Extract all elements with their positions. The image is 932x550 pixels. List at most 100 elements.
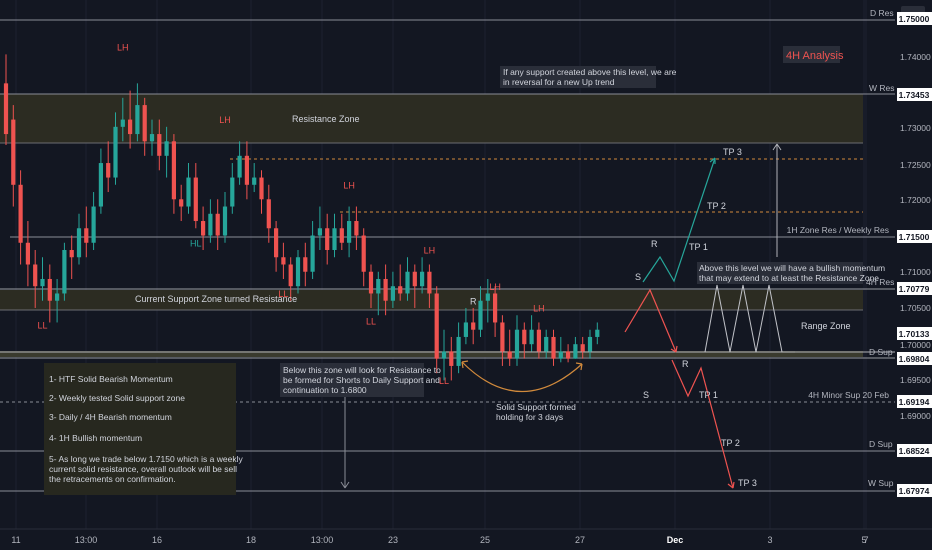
bull-tp1-label: TP 1: [689, 242, 708, 252]
candle-body[interactable]: [164, 141, 169, 156]
candle-body[interactable]: [405, 271, 410, 294]
candle-body[interactable]: [368, 271, 374, 294]
d-sup-2-price-tag: [897, 444, 932, 457]
candle-body[interactable]: [595, 329, 600, 337]
candle-body[interactable]: [478, 300, 483, 330]
candle-body[interactable]: [113, 126, 118, 178]
candle-body[interactable]: [252, 177, 257, 185]
d-sup-band: [0, 351, 863, 357]
candle-body[interactable]: [244, 155, 249, 185]
candle-body[interactable]: [11, 119, 16, 185]
structure-label-ll: LL: [37, 320, 47, 330]
candle-body[interactable]: [295, 257, 301, 287]
candle-body[interactable]: [536, 329, 541, 352]
candle-body[interactable]: [142, 105, 147, 142]
candle-body[interactable]: [157, 134, 162, 156]
candle-body[interactable]: [551, 336, 556, 359]
bear-arrow-head-2: [727, 481, 735, 489]
candle-body[interactable]: [76, 228, 82, 258]
candle-body[interactable]: [193, 177, 198, 222]
candle-body[interactable]: [427, 271, 432, 294]
candle-body[interactable]: [288, 264, 293, 287]
candle-body[interactable]: [149, 134, 155, 142]
candle-body[interactable]: [3, 83, 9, 135]
candle-body[interactable]: [230, 177, 235, 207]
x-tick-label: 7: [863, 535, 868, 545]
candle-body[interactable]: [544, 336, 549, 352]
summary-line-7: the retracements on confirmation.: [49, 474, 176, 484]
candle-body[interactable]: [383, 278, 388, 301]
x-tick-label: Dec: [667, 535, 684, 545]
candle-body[interactable]: [325, 228, 330, 251]
candle-body[interactable]: [580, 344, 585, 352]
candle-body[interactable]: [332, 228, 337, 251]
candle-body[interactable]: [120, 119, 125, 127]
range-zigzag: [704, 284, 795, 353]
candle-body[interactable]: [522, 329, 527, 345]
candle-body[interactable]: [390, 286, 395, 301]
candle-body[interactable]: [434, 293, 439, 359]
candle-body[interactable]: [303, 257, 308, 272]
candle-body[interactable]: [281, 257, 286, 265]
candle-body[interactable]: [135, 105, 140, 135]
candle-body[interactable]: [84, 228, 89, 243]
candle-body[interactable]: [47, 278, 52, 301]
candle-body[interactable]: [354, 221, 359, 236]
candle-body[interactable]: [587, 336, 593, 352]
candle-body[interactable]: [18, 184, 23, 243]
candle-body[interactable]: [310, 235, 315, 272]
candle-body[interactable]: [98, 163, 103, 207]
candle-body[interactable]: [128, 119, 133, 135]
candle-body[interactable]: [529, 329, 534, 345]
candle-body[interactable]: [514, 329, 520, 359]
candle-body[interactable]: [40, 278, 45, 287]
candle-body[interactable]: [493, 293, 498, 323]
candle-body[interactable]: [222, 206, 228, 236]
candle-body[interactable]: [215, 213, 220, 236]
time-axis[interactable]: 11 13:00 16 18 13:00 23 25 27 Dec 3 57: [0, 528, 932, 545]
candle-body[interactable]: [237, 155, 242, 178]
candle-body[interactable]: [274, 228, 279, 258]
candle-body[interactable]: [558, 351, 563, 359]
candle-body[interactable]: [186, 177, 191, 207]
candle-body[interactable]: [69, 250, 74, 258]
summary-line-5: 5- As long we trade below 1.7150 which i…: [49, 454, 243, 464]
candle-body[interactable]: [398, 286, 403, 294]
price-axis[interactable]: NZD 1.74000 1.73000 1.72500 1.72000 1.71…: [895, 0, 932, 530]
candle-body[interactable]: [456, 336, 461, 366]
candle-body[interactable]: [266, 199, 271, 229]
candle-body[interactable]: [347, 221, 352, 243]
candle-body[interactable]: [339, 228, 344, 243]
candle-body[interactable]: [317, 228, 322, 236]
4h-res-label: 4H Res: [866, 277, 894, 287]
candle-body[interactable]: [376, 278, 381, 294]
candle-body[interactable]: [201, 221, 206, 236]
candle-body[interactable]: [179, 199, 184, 207]
candle-body[interactable]: [471, 322, 476, 330]
candle-body[interactable]: [33, 264, 38, 287]
candle-body[interactable]: [62, 250, 67, 294]
candle-body[interactable]: [441, 351, 447, 359]
candle-body[interactable]: [106, 163, 111, 178]
candle-body[interactable]: [91, 206, 96, 243]
candle-body[interactable]: [412, 271, 417, 287]
candle-body[interactable]: [259, 177, 264, 200]
candle-body[interactable]: [25, 242, 30, 265]
candle-body[interactable]: [55, 293, 60, 301]
candle-body[interactable]: [485, 293, 490, 301]
candle-body[interactable]: [573, 344, 578, 359]
candle-body[interactable]: [420, 271, 425, 287]
candle-body[interactable]: [463, 322, 468, 337]
candle-body[interactable]: [566, 351, 571, 359]
candle-body[interactable]: [171, 141, 176, 200]
candle-body[interactable]: [507, 351, 512, 359]
candles[interactable]: [3, 54, 600, 381]
candle-body[interactable]: [208, 213, 213, 236]
candle-body[interactable]: [449, 351, 454, 366]
support-note-line-2: holding for 3 days: [496, 412, 563, 422]
candle-body[interactable]: [361, 235, 366, 272]
zone-res-price-tag: [897, 230, 932, 243]
candle-body[interactable]: [500, 322, 505, 352]
